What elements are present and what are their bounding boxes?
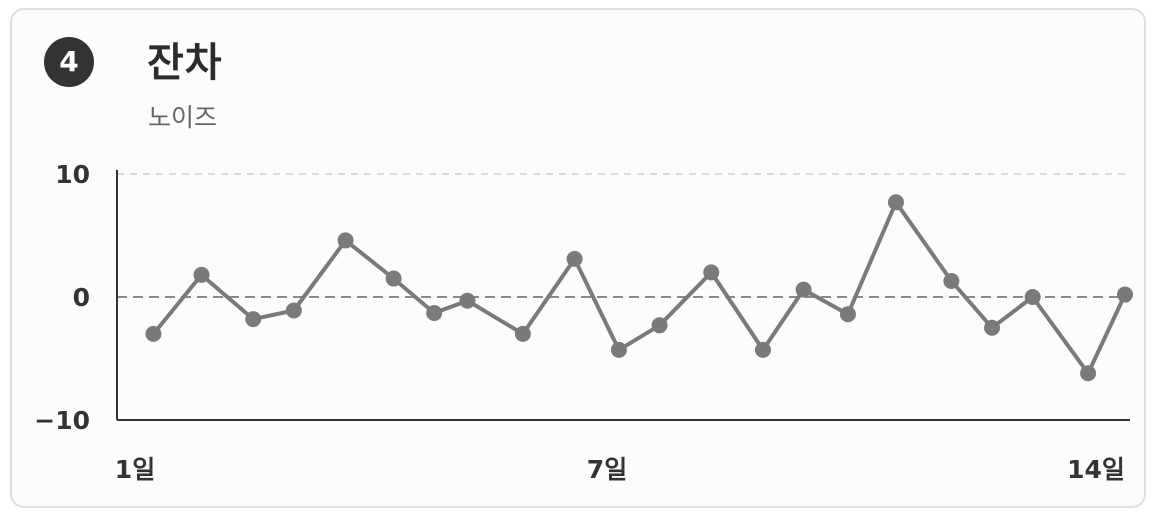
data-point: [1024, 289, 1041, 305]
x-tick-label: 1일: [115, 455, 155, 484]
data-point: [459, 292, 476, 309]
data-point: [754, 341, 771, 358]
data-point: [285, 302, 302, 319]
y-tick-label: −10: [34, 406, 90, 435]
data-point: [1117, 286, 1133, 303]
data-point: [795, 281, 812, 298]
y-tick-label: 0: [73, 283, 90, 312]
data-point: [984, 319, 1001, 336]
series-line: [151, 200, 1127, 376]
data-point: [566, 250, 583, 267]
data-point: [839, 306, 856, 323]
data-point: [145, 325, 162, 342]
x-tick-label: 14일: [1067, 455, 1125, 484]
data-point: [193, 266, 210, 283]
chart-title: 잔차: [147, 40, 223, 86]
data-point: [245, 311, 262, 328]
data-point: [610, 341, 627, 358]
data-point: [703, 264, 720, 281]
data-point: [943, 273, 960, 290]
data-point: [651, 317, 668, 334]
data-point: [1080, 365, 1097, 382]
step-number-badge: 4: [44, 37, 94, 87]
chart-subtitle: 노이즈: [148, 103, 218, 132]
data-point: [426, 304, 443, 321]
data-point: [887, 194, 904, 211]
x-tick-label: 7일: [587, 455, 627, 484]
data-point: [514, 325, 531, 342]
data-point: [385, 270, 402, 287]
data-point: [337, 232, 354, 249]
y-tick-label: 10: [55, 160, 90, 189]
